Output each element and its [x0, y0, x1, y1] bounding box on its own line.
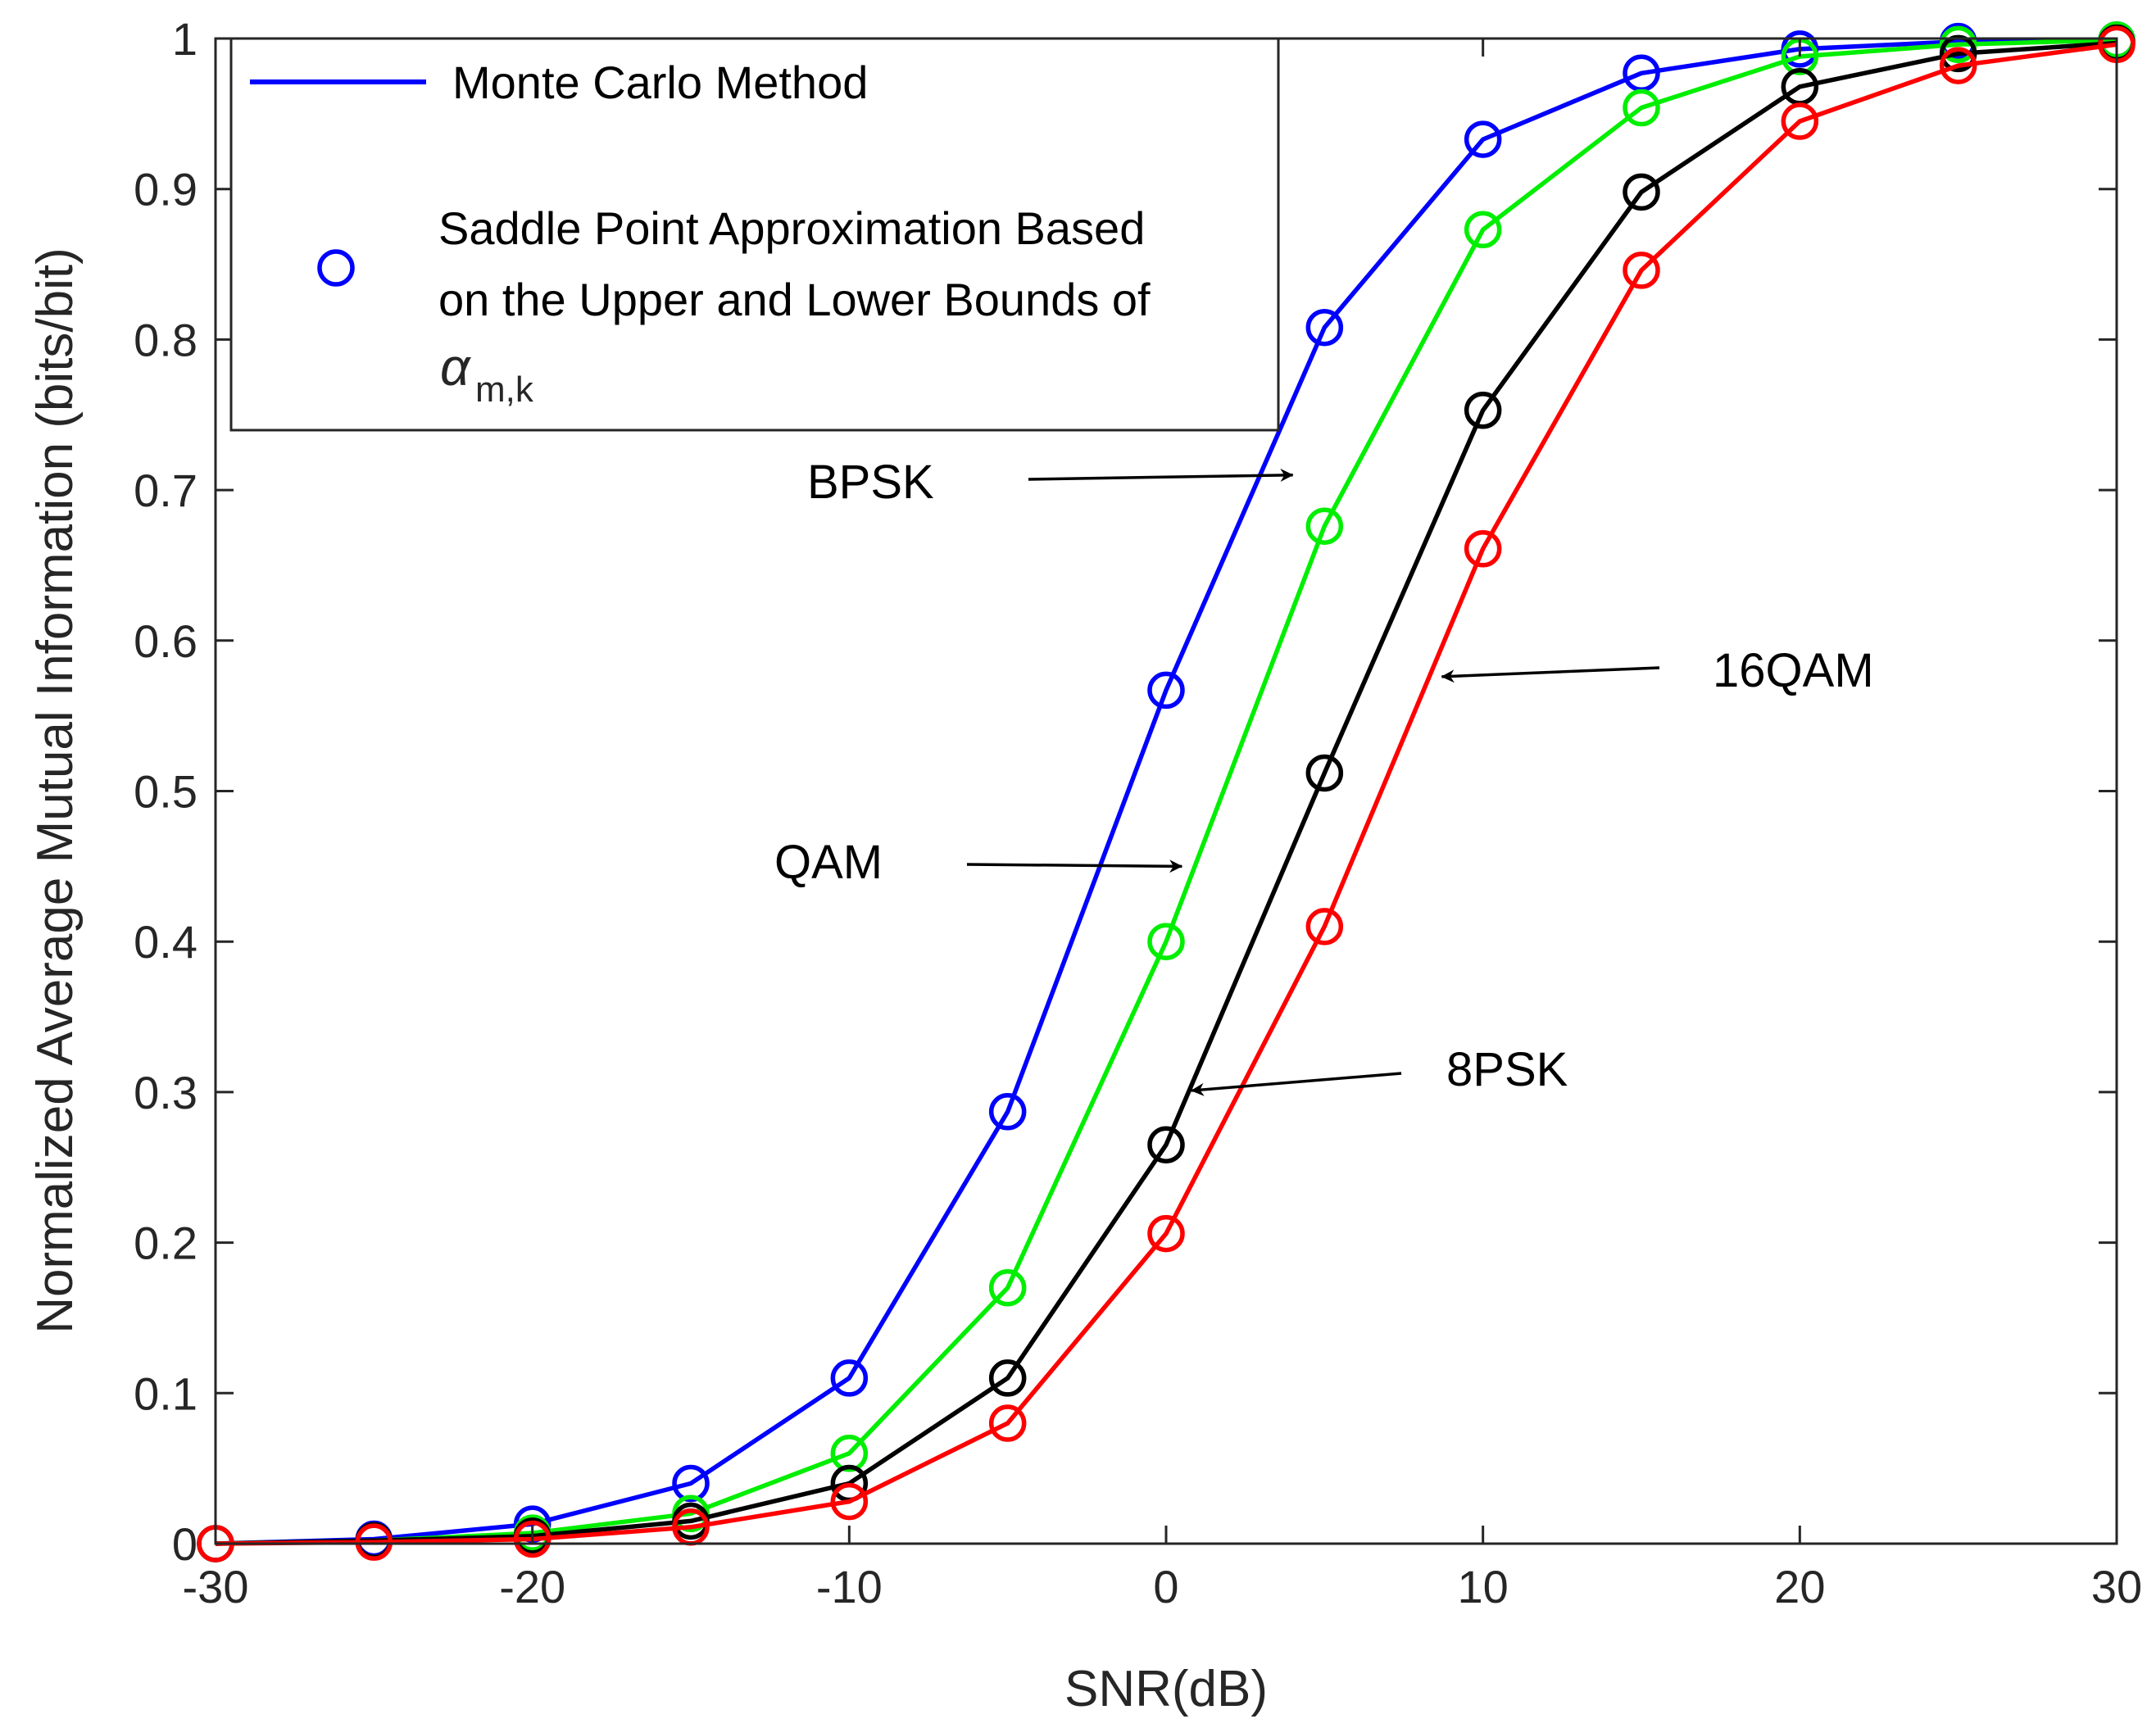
legend-entry-saddle-line-2: on the Upper and Lower Bounds of: [438, 274, 1151, 325]
marker-bpsk-4: [830, 1359, 869, 1397]
legend-entry-saddle-line-1: Saddle Point Approximation Based: [438, 202, 1145, 254]
y-tick-label: 0.3: [134, 1067, 197, 1118]
marker-16qam-5: [988, 1404, 1027, 1442]
x-tick-label: 30: [2091, 1561, 2142, 1612]
marker-8psk-9: [1623, 173, 1660, 211]
x-tick-label: 0: [1153, 1561, 1178, 1612]
annotation-qam: QAM: [774, 836, 1183, 889]
marker-bpsk-3: [672, 1464, 710, 1503]
x-tick-label: -20: [499, 1561, 565, 1612]
annotation-arrow: [1191, 1072, 1402, 1096]
legend-circle-marker: [317, 249, 355, 287]
y-tick-label: 0.1: [134, 1367, 197, 1419]
annotation-arrow: [1028, 468, 1294, 482]
y-axis-label: Normalized Average Mutual Information (b…: [27, 247, 84, 1334]
marker-qam-5: [988, 1268, 1027, 1307]
y-tick-label: 0.6: [134, 615, 197, 667]
y-tick-label: 0.9: [134, 164, 197, 215]
marker-bpsk-8: [1464, 120, 1502, 158]
y-tick-label: 0.8: [134, 314, 197, 365]
marker-16qam-8: [1464, 529, 1502, 568]
y-tick-label: 1: [172, 13, 197, 65]
annotation-16qam: 16QAM: [1441, 644, 1874, 697]
legend: Monte Carlo Method Saddle Point Approxima…: [229, 37, 1280, 432]
marker-qam-4: [830, 1435, 869, 1472]
y-tick-label: 0.7: [134, 465, 197, 516]
marker-qam-7: [1305, 507, 1344, 545]
legend-alpha-subscript: m,k: [475, 370, 534, 410]
marker-qam-11: [1939, 25, 1977, 64]
marker-qam-6: [1147, 923, 1185, 960]
legend-box: [229, 37, 1280, 432]
x-axis-label: SNR(dB): [1064, 1661, 1268, 1717]
x-tick-label: 10: [1458, 1561, 1509, 1612]
marker-8psk-11: [1939, 34, 1977, 73]
marker-16qam-10: [1781, 102, 1819, 140]
marker-16qam-4: [830, 1482, 869, 1521]
annotation-label: BPSK: [807, 456, 934, 509]
annotation-arrow: [1441, 666, 1660, 683]
marker-16qam-11: [1939, 47, 1977, 84]
marker-8psk-6: [1147, 1126, 1185, 1163]
x-tick-label: -30: [183, 1561, 249, 1612]
marker-qam-8: [1464, 211, 1502, 249]
annotation-label: 8PSK: [1446, 1043, 1568, 1096]
x-tick-label: -10: [816, 1561, 883, 1612]
marker-16qam-2: [513, 1520, 551, 1558]
legend-entry-monte-carlo: Monte Carlo Method: [452, 57, 868, 108]
y-tick-label: 0.2: [134, 1218, 197, 1269]
annotation-bpsk: BPSK: [807, 456, 1294, 509]
marker-bpsk-6: [1147, 671, 1185, 710]
annotation-arrow: [966, 859, 1183, 873]
annotation-8psk: 8PSK: [1191, 1043, 1568, 1096]
annotation-label: 16QAM: [1713, 644, 1874, 697]
y-tick-label: 0: [172, 1518, 197, 1570]
marker-qam-9: [1623, 88, 1660, 127]
marker-16qam-6: [1147, 1214, 1185, 1253]
legend-alpha-symbol: α: [440, 338, 471, 397]
marker-8psk-7: [1305, 754, 1344, 792]
marker-16qam-7: [1305, 908, 1344, 946]
marker-8psk-8: [1464, 391, 1502, 429]
marker-8psk-5: [988, 1359, 1027, 1397]
marker-bpsk-7: [1305, 308, 1344, 347]
y-tick-label: 0.4: [134, 916, 197, 968]
y-tick-label: 0.5: [134, 766, 197, 818]
marker-bpsk-5: [988, 1093, 1027, 1131]
x-tick-label: 20: [1774, 1561, 1825, 1612]
marker-16qam-1: [355, 1523, 393, 1561]
marker-16qam-9: [1623, 252, 1660, 289]
annotation-label: QAM: [774, 836, 883, 889]
